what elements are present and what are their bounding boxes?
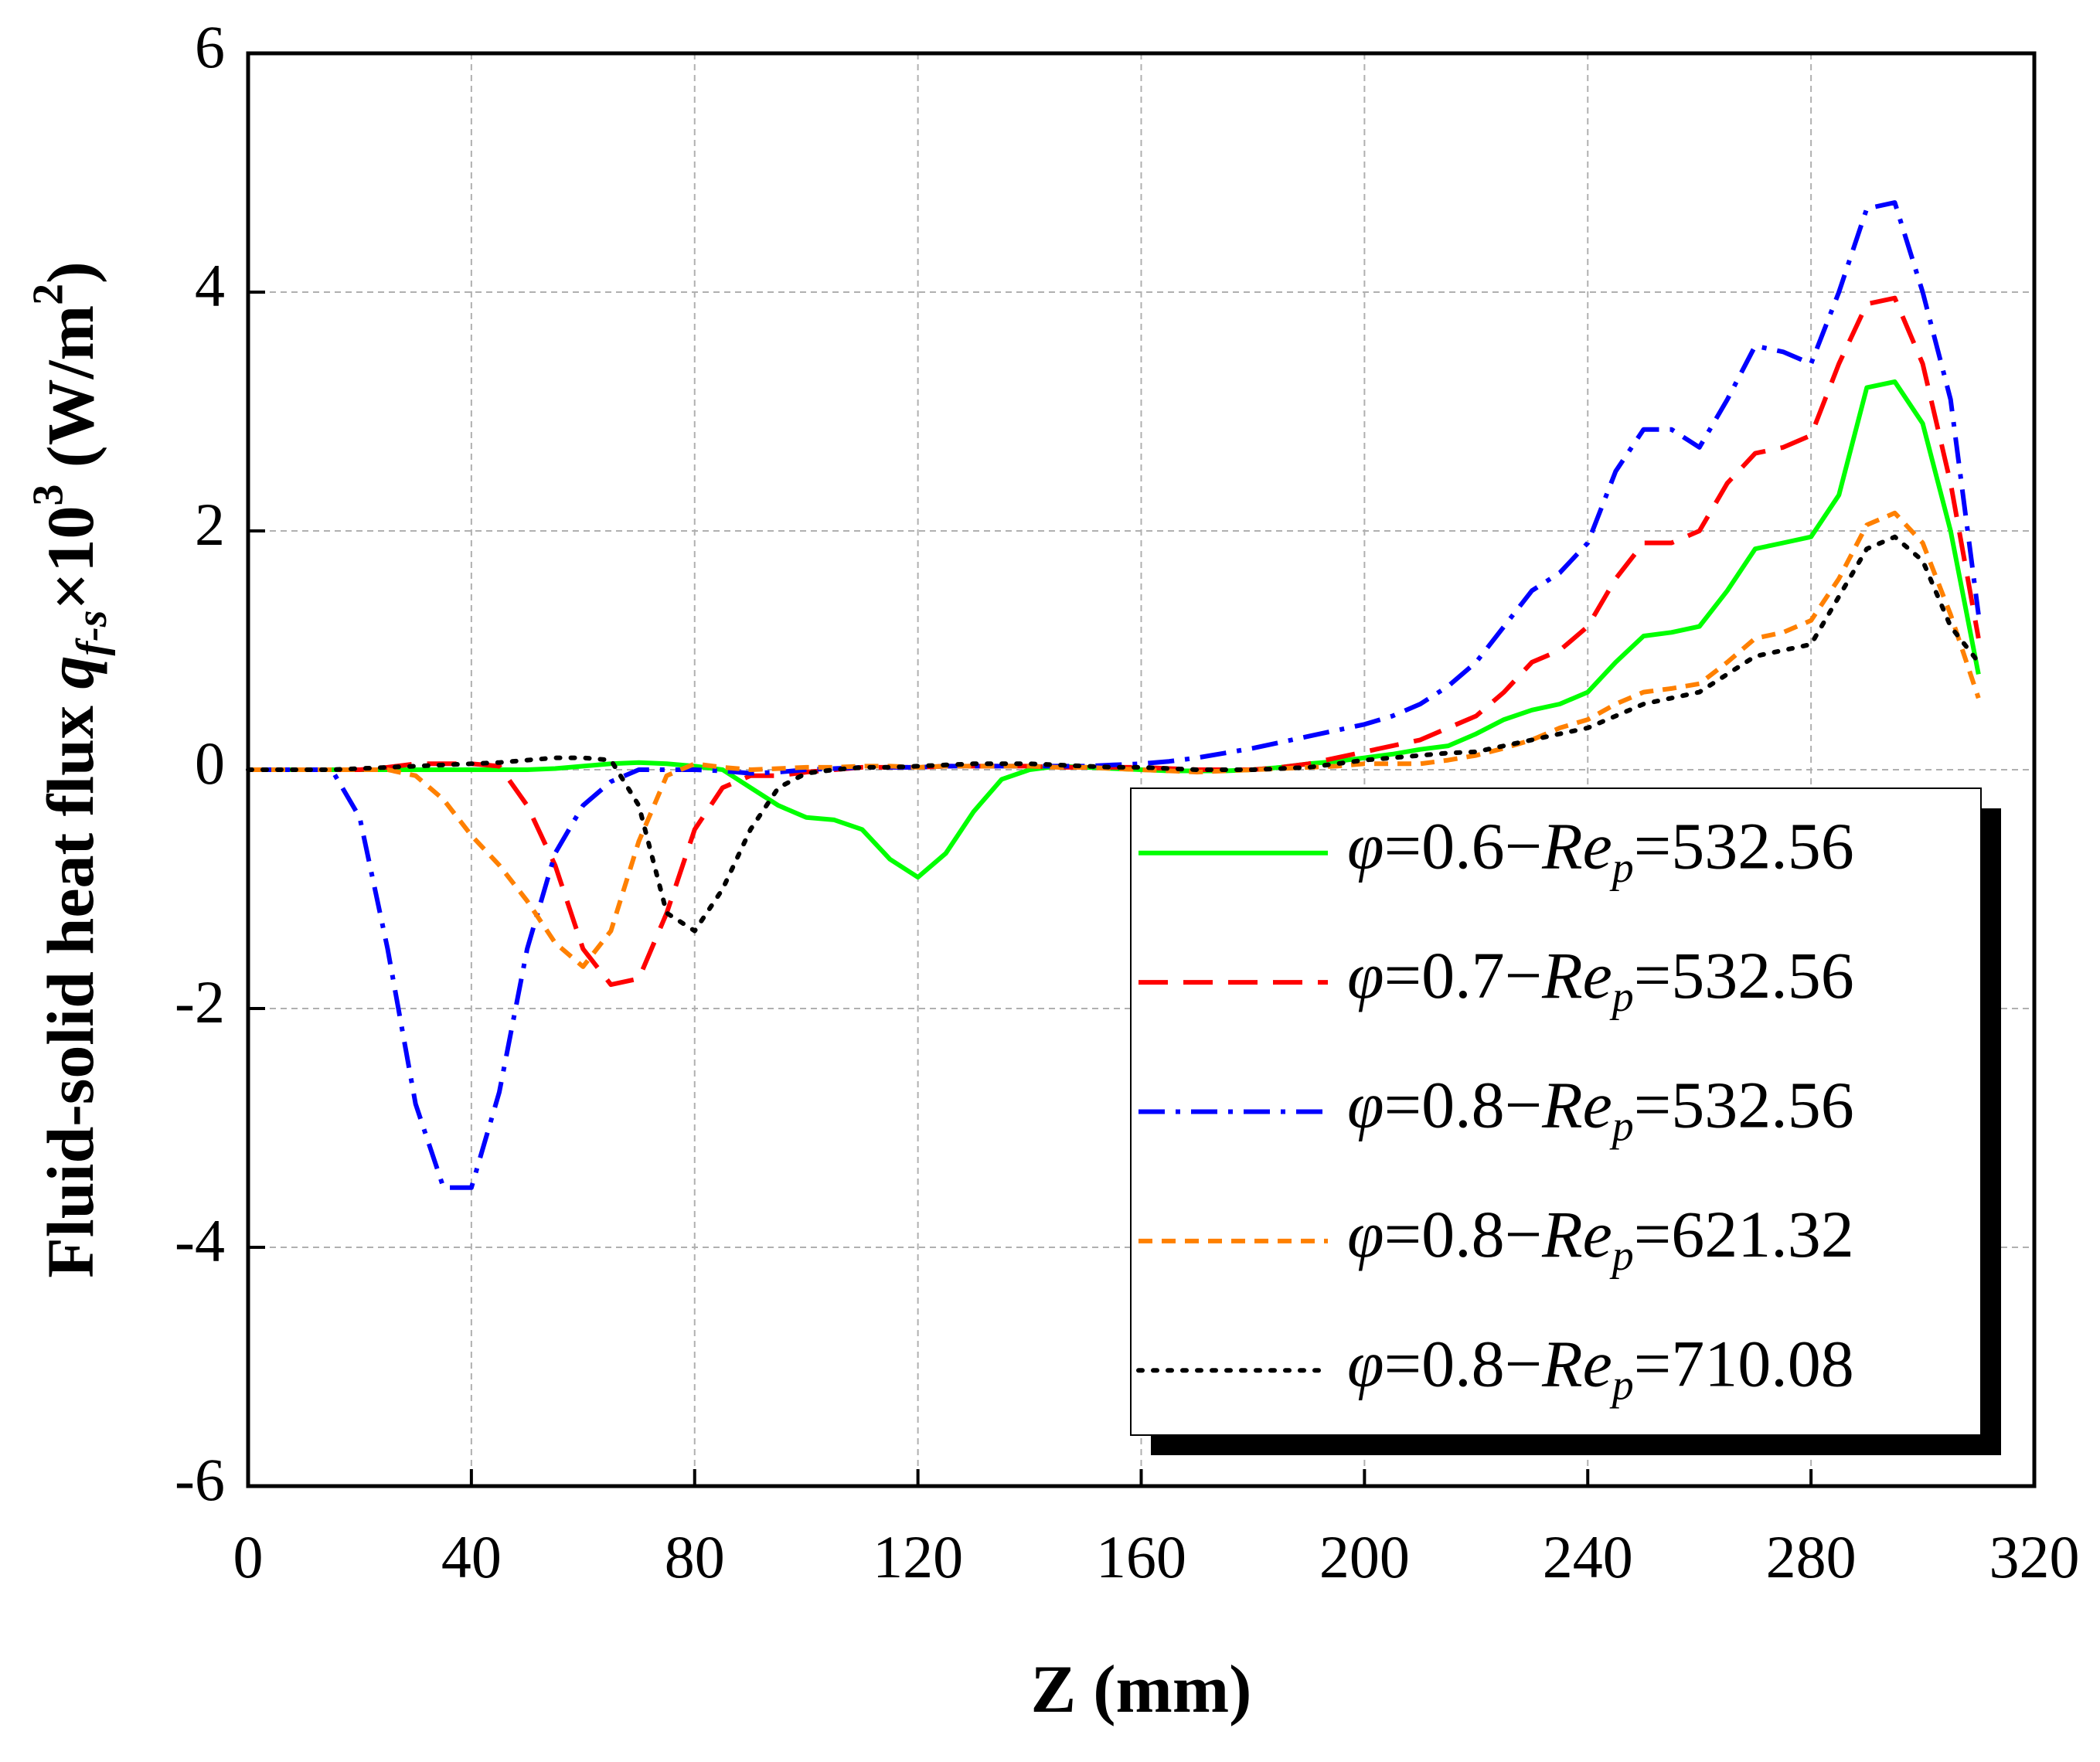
y-tick-label: -2 <box>175 968 225 1036</box>
y-tick-label: 0 <box>195 730 225 797</box>
legend-label: φ=0.8−Rep=532.56 <box>1347 1067 1854 1150</box>
x-tick-label: 0 <box>233 1523 264 1590</box>
y-tick-label: 4 <box>195 252 225 319</box>
y-tick-label: -6 <box>175 1446 225 1513</box>
y-tick-label: 2 <box>195 491 225 558</box>
x-tick-label: 120 <box>873 1523 963 1590</box>
x-tick-label: 160 <box>1096 1523 1186 1590</box>
legend <box>1130 787 1982 1436</box>
x-tick-label: 200 <box>1319 1523 1410 1590</box>
series-line <box>248 510 1981 969</box>
y-tick-label: -4 <box>175 1207 225 1274</box>
legend-label: φ=0.8−Rep=710.08 <box>1347 1326 1854 1409</box>
y-tick-label: 6 <box>195 13 225 80</box>
x-tick-label: 80 <box>665 1523 725 1590</box>
x-axis-title: Z (mm) <box>1031 1652 1252 1727</box>
plot-frame <box>246 51 2037 1488</box>
y-axis-title: Fluid-solid heat flux qf-s×103 (W/m2) <box>24 261 116 1277</box>
legend-label: φ=0.8−Rep=621.32 <box>1347 1197 1854 1280</box>
x-tick-label: 240 <box>1543 1523 1633 1590</box>
x-tick-label: 40 <box>441 1523 502 1590</box>
legend-label: φ=0.7−Rep=532.56 <box>1347 938 1854 1021</box>
x-tick-label: 280 <box>1766 1523 1857 1590</box>
series-line <box>248 295 1981 988</box>
x-tick-label: 320 <box>1989 1523 2080 1590</box>
legend-label: φ=0.6−Rep=532.56 <box>1347 808 1854 891</box>
